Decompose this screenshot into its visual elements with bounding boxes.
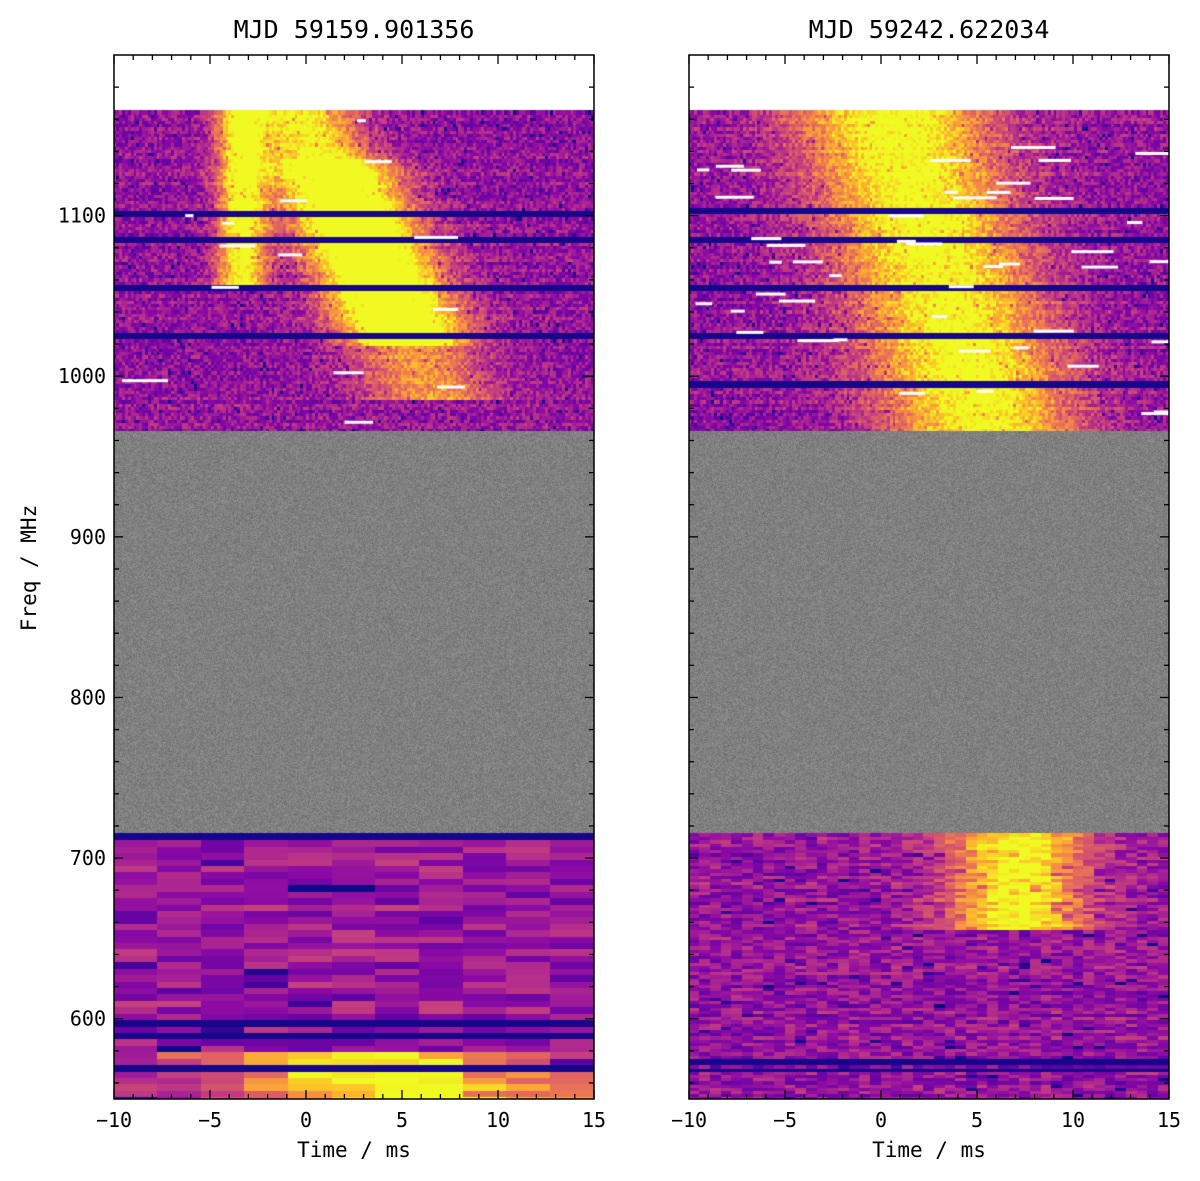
y-tick-label: 800 <box>70 685 106 709</box>
panel-2-x-axis-label: Time / ms <box>872 1138 986 1162</box>
x-tick-label: −10 <box>96 1108 132 1132</box>
panel-2-title: MJD 59242.622034 <box>809 15 1050 44</box>
panel-1-y-ticks: 600 700 800 900 1000 1100 <box>58 86 594 1084</box>
panel-2: MJD 59242.622034 −10 −5 0 5 10 15 Time / ms <box>671 15 1181 1162</box>
x-tick-label: −5 <box>773 1108 797 1132</box>
x-tick-label: 10 <box>486 1108 510 1132</box>
x-tick-label: −10 <box>671 1108 707 1132</box>
y-tick-label: 900 <box>70 525 106 549</box>
y-tick-label: 600 <box>70 1007 106 1031</box>
panel-1-frame <box>113 54 595 1100</box>
y-tick-label: 1000 <box>58 364 106 388</box>
x-tick-label: 5 <box>971 1108 983 1132</box>
panel-2-y-ticks <box>689 86 1169 1084</box>
x-tick-label: 0 <box>300 1108 312 1132</box>
panel-1: MJD 59159.901356 −10 −5 0 5 10 15 600 700 800 90… <box>58 15 606 1162</box>
panel-2-x-ticks: −10 −5 0 5 10 15 <box>671 55 1181 1132</box>
x-tick-label: −5 <box>198 1108 222 1132</box>
panel-1-x-axis-label: Time / ms <box>297 1138 411 1162</box>
y-tick-label: 1100 <box>58 204 106 228</box>
y-axis-label: Freq / MHz <box>17 505 41 631</box>
x-tick-label: 5 <box>396 1108 408 1132</box>
panel-2-heatmap <box>689 55 1169 1099</box>
panel-2-frame <box>688 54 1170 1100</box>
x-tick-label: 10 <box>1061 1108 1085 1132</box>
x-tick-label: 15 <box>582 1108 606 1132</box>
x-tick-label: 0 <box>875 1108 887 1132</box>
x-tick-label: 15 <box>1157 1108 1181 1132</box>
panel-1-heatmap <box>114 55 594 1099</box>
y-tick-label: 700 <box>70 846 106 870</box>
panel-1-title: MJD 59159.901356 <box>234 15 475 44</box>
